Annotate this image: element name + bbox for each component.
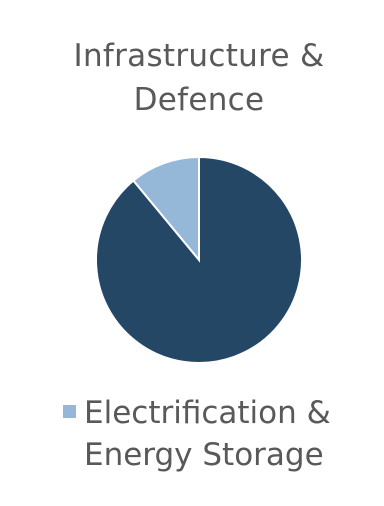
chart-title-line-2: Defence [133,82,265,118]
chart-title-line-1: Infrastructure & [73,38,325,74]
legend-label-line-2: Energy Storage [84,437,324,473]
pie-slice-1 [95,155,303,364]
legend-label-electrification: Electrification & Energy Storage [84,392,331,476]
pie-slice-electrification [131,155,200,263]
chart-title: Infrastructure & Defence [0,34,384,122]
legend-swatch-electrification [63,405,76,418]
legend-label-line-1: Electrification & [84,395,331,431]
